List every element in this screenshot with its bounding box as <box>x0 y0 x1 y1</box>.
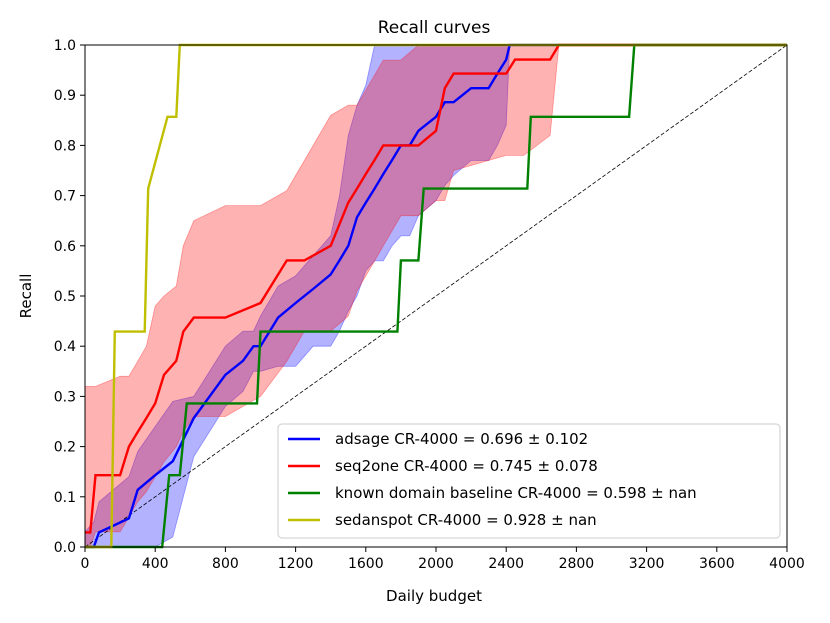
x-tick-label: 3600 <box>699 556 735 572</box>
series-line-seq2one <box>85 43 787 534</box>
x-tick-label: 3200 <box>629 556 665 572</box>
y-tick-label: 0.0 <box>54 540 76 556</box>
y-tick-label: 0.3 <box>54 389 76 405</box>
legend-label-known-domain: known domain baseline CR-4000 = 0.598 ± … <box>335 484 697 502</box>
x-tick-label: 1600 <box>348 556 384 572</box>
y-axis-title: Recall <box>17 274 35 319</box>
series-line-sedanspot <box>85 43 787 549</box>
y-tick-label: 0.8 <box>54 138 76 154</box>
y-tick-label: 0.6 <box>54 239 76 255</box>
x-axis-ticks: 0 400 800 1200 1600 2000 2400 2800 3200 3600 4000 <box>81 547 805 572</box>
x-tick-label: 0 <box>81 556 90 572</box>
y-axis-ticks: 0.0 0.1 0.2 0.3 0.4 0.5 0.6 0.7 0.8 0.9 1.0 <box>54 38 85 556</box>
chart-title: Recall curves <box>378 18 491 38</box>
legend-label-seq2one: seq2one CR-4000 = 0.745 ± 0.078 <box>335 457 598 475</box>
y-tick-label: 0.1 <box>54 490 76 506</box>
series-line-known <box>85 43 787 549</box>
x-tick-label: 4000 <box>769 556 805 572</box>
x-tick-label: 400 <box>142 556 169 572</box>
y-tick-label: 1.0 <box>54 38 76 54</box>
series-line-adsage <box>85 43 787 549</box>
x-tick-label: 2400 <box>488 556 524 572</box>
y-tick-label: 0.4 <box>54 339 76 355</box>
x-tick-label: 2000 <box>418 556 454 572</box>
legend-box <box>277 423 781 539</box>
y-tick-label: 0.7 <box>54 189 76 205</box>
x-tick-label: 2800 <box>559 556 595 572</box>
legend-label-sedanspot: sedanspot CR-4000 = 0.928 ± nan <box>335 511 597 529</box>
x-axis-title: Daily budget <box>386 587 482 605</box>
y-tick-label: 0.5 <box>54 289 76 305</box>
x-tick-label: 1200 <box>278 556 314 572</box>
series-lines <box>85 43 787 549</box>
y-tick-label: 0.2 <box>54 440 76 456</box>
legend-label-adsage: adsage CR-4000 = 0.696 ± 0.102 <box>335 430 588 448</box>
x-tick-label: 800 <box>212 556 239 572</box>
legend: adsage CR-4000 = 0.696 ± 0.102 seq2one C… <box>277 423 781 539</box>
y-tick-label: 0.9 <box>54 88 76 104</box>
